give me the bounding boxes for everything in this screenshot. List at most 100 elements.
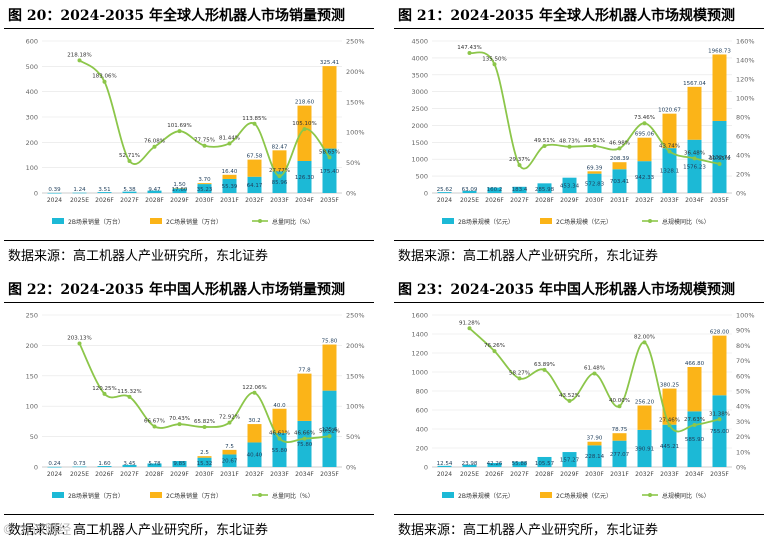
legend-label-2c: 2C场景销量（万台） [166,218,222,226]
growth-point [643,121,647,125]
y-tick-label: 50 [30,433,38,441]
bar-2c-label: 380.25 [660,383,680,389]
growth-line [80,60,330,176]
x-tick-label: 2034F [295,197,314,204]
growth-label: 73.46% [634,115,655,121]
growth-point [593,144,597,148]
bar-2c-label: 466.80 [685,361,705,367]
bar-2c-label: 1968.73 [708,48,731,54]
x-tick-label: 2032F [635,471,654,478]
bar-2b-label: 183.4 [512,187,528,193]
x-tick-label: 2027F [510,471,529,478]
growth-point [303,437,307,441]
legend-label-line: 总量同比（%） [272,218,314,226]
growth-label: 29.37% [509,157,530,163]
y2-tick-label: 80% [736,342,750,350]
y-tick-label: 4500 [411,38,428,46]
x-tick-label: 2025E [460,471,479,478]
y2-tick-label: 100% [736,312,755,320]
x-tick-label: 2028F [535,471,554,478]
y-tick-label: 2000 [411,122,428,130]
bar-2c-label: 78.75 [612,427,628,433]
x-tick-label: 2031F [610,197,629,204]
growth-label: 76.26% [484,343,505,349]
chart-title: 图 22：2024-2035 年中国人形机器人市场销量预测 [8,279,345,299]
bar-2b-label: 285.98 [535,187,555,193]
growth-point [153,145,157,149]
y-tick-label: 1200 [411,350,428,358]
y2-tick-label: 50% [736,388,750,396]
bar-2c [323,345,337,391]
bar-2b-label: 25.62 [437,187,453,193]
growth-point [618,146,622,150]
x-tick-label: 2030F [195,471,214,478]
bar-2b-label: 0.24 [48,461,61,467]
y-tick-label: 600 [26,38,38,46]
bottom-rule [4,514,374,515]
x-tick-label: 2027F [120,197,139,204]
growth-label: 120.25% [92,386,116,392]
growth-label: 203.13% [67,335,91,341]
bar-2b-label: 0.39 [48,187,61,193]
growth-label: 49.51% [534,138,555,144]
growth-point [543,144,547,148]
x-tick-label: 2030F [585,197,604,204]
bar-2b-label: 228.14 [585,454,605,460]
growth-label: 36.48% [684,150,705,156]
growth-point [668,149,672,153]
bottom-rule [4,240,374,241]
growth-label: 46.98% [609,140,630,146]
top-rule [4,302,374,303]
y-tick-label: 800 [416,388,428,396]
bar-2b-label: 703.41 [610,179,629,185]
y2-tick-label: 0% [346,464,356,472]
bar-2b-label: 55.80 [272,448,288,454]
watermark: © 九派财经 [2,519,71,538]
growth-label: 58.65% [319,149,340,155]
growth-label: 66.67% [144,418,165,424]
growth-line [470,52,720,168]
growth-point [693,423,697,427]
y-tick-label: 100 [26,164,38,172]
bar-2b-label: 445.21 [660,444,679,450]
growth-point [568,399,572,403]
growth-point [203,144,207,148]
x-tick-label: 2033F [660,197,679,204]
bar-2c-label: 77.8 [298,368,311,374]
bar-2b-label: 9.47 [148,187,161,193]
growth-point [543,368,547,372]
x-tick-label: 2029F [170,471,189,478]
bar-2c-label: 7.5 [225,444,234,450]
bar-2c [713,54,727,120]
x-tick-label: 2024 [47,197,62,204]
x-tick-label: 2032F [245,471,264,478]
bar-2b-label: 0.73 [73,461,86,467]
bar-2b-label: 453.34 [560,183,580,189]
growth-label: 82.00% [634,334,655,340]
bar-2c-label: 325.41 [320,60,339,66]
legend-marker-line [258,219,262,223]
x-tick-label: 2024 [437,471,452,478]
bar-2b-label: 585.90 [685,437,705,443]
bar-2c-label: 16.40 [222,169,238,175]
growth-label: 77.75% [194,138,215,144]
bar-2b-label: 3.45 [123,461,136,467]
growth-label: 81.44% [219,135,240,141]
legend-label-line: 总规模同比（%） [662,492,710,500]
x-tick-label: 2035F [710,197,729,204]
growth-point [278,174,282,178]
growth-point [518,163,522,167]
growth-label: 48.73% [559,139,580,145]
growth-label: 135.50% [482,56,506,62]
bar-2c-label: 695.06 [635,132,655,138]
x-tick-label: 2026F [95,197,114,204]
growth-point [228,141,232,145]
y-tick-label: 600 [416,407,428,415]
chart-title: 图 21：2024-2035 年全球人形机器人市场规模预测 [398,5,735,25]
growth-label: 76.08% [144,139,165,145]
x-tick-label: 2024 [47,471,62,478]
